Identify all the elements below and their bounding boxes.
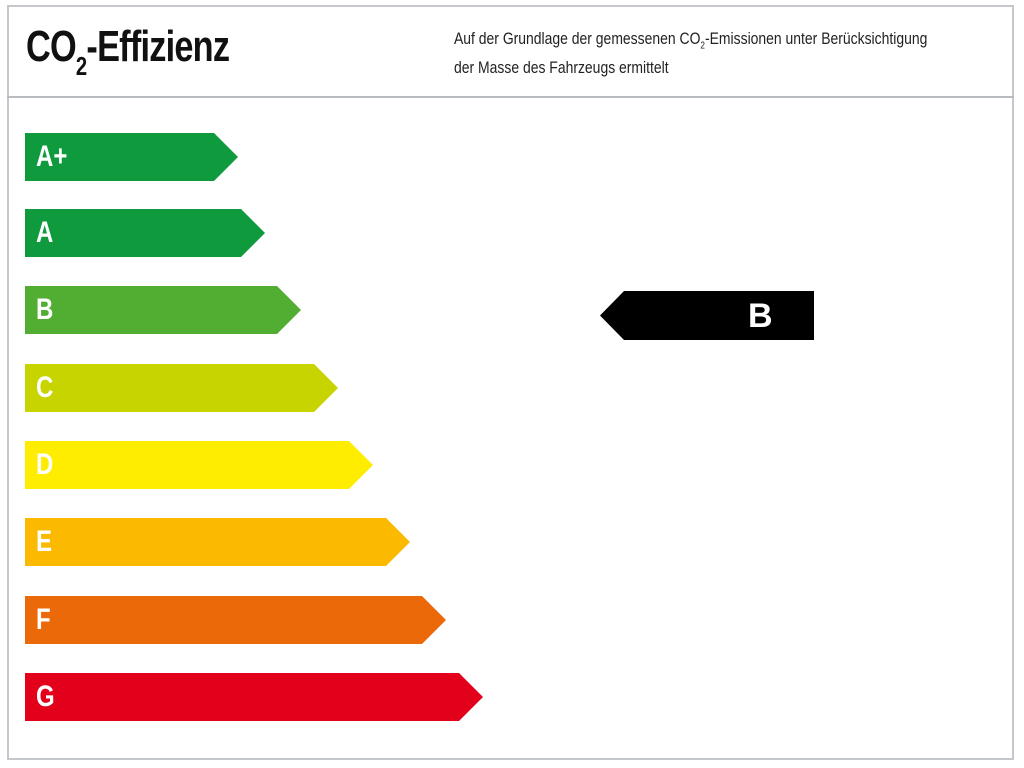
header-divider <box>7 96 1014 98</box>
efficiency-indicator-arrow: B <box>600 291 814 340</box>
label-description: Auf der Grundlage der gemessenen CO2-Emi… <box>454 29 928 78</box>
class-label: A+ <box>36 140 68 173</box>
class-label: C <box>36 371 54 404</box>
label-frame <box>7 5 1014 760</box>
class-label: A <box>36 216 54 249</box>
label-title: CO2-Effizienz <box>26 22 230 81</box>
efficiency-class-bar-d: D <box>25 441 373 489</box>
efficiency-class-bar-a: A <box>25 209 265 257</box>
efficiency-class-bar-c: C <box>25 364 338 412</box>
efficiency-class-bar-b: B <box>25 286 301 334</box>
class-label: D <box>36 448 54 481</box>
indicator-label: B <box>748 297 773 335</box>
class-label: F <box>36 603 51 636</box>
efficiency-class-bar-f: F <box>25 596 446 644</box>
efficiency-class-bar-g: G <box>25 673 483 721</box>
class-label: E <box>36 525 53 558</box>
efficiency-class-bar-e: E <box>25 518 410 566</box>
class-label: G <box>36 680 55 713</box>
efficiency-class-bar-aplus: A+ <box>25 133 238 181</box>
class-label: B <box>36 293 54 326</box>
